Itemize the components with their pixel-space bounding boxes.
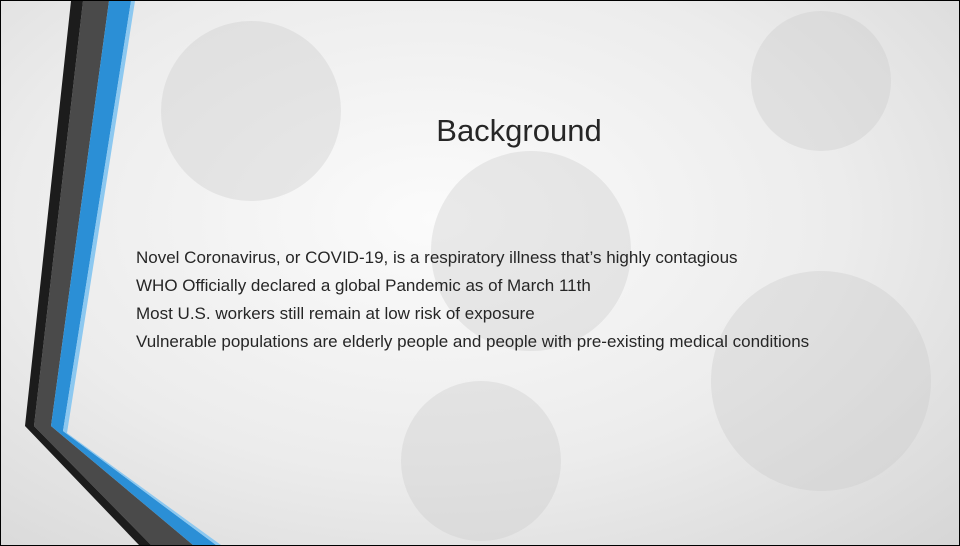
bullet: Most U.S. workers still remain at low ri… <box>136 303 811 325</box>
bullet-list: Novel Coronavirus, or COVID-19, is a res… <box>136 247 811 359</box>
bullet: WHO Officially declared a global Pandemi… <box>136 275 811 297</box>
slide: Background Novel Coronavirus, or COVID-1… <box>0 0 960 546</box>
slide-title: Background <box>301 113 737 149</box>
bullet: Novel Coronavirus, or COVID-19, is a res… <box>136 247 811 269</box>
virus-shape <box>751 11 891 151</box>
virus-shape <box>401 381 561 541</box>
virus-shape <box>161 21 341 201</box>
bullet: Vulnerable populations are elderly peopl… <box>136 331 811 353</box>
